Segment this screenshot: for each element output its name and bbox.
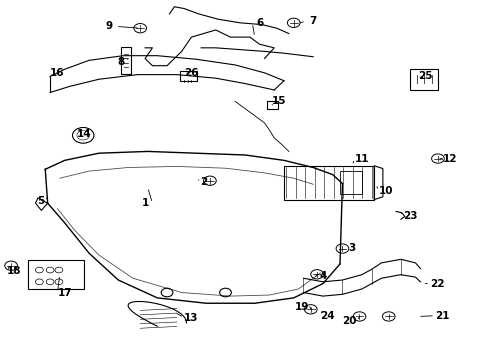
Text: 18: 18: [6, 266, 21, 276]
Text: 23: 23: [403, 211, 418, 221]
Text: 6: 6: [256, 18, 263, 28]
Text: 3: 3: [348, 243, 356, 253]
Text: 17: 17: [57, 288, 72, 297]
Text: 25: 25: [418, 71, 433, 81]
Text: 2: 2: [200, 177, 207, 187]
Text: 16: 16: [50, 68, 65, 78]
Text: 1: 1: [142, 198, 149, 208]
Text: 11: 11: [355, 154, 369, 163]
Text: 14: 14: [77, 129, 92, 139]
Bar: [340, 171, 362, 194]
Text: 26: 26: [184, 68, 198, 78]
Text: 8: 8: [117, 57, 124, 67]
Text: 21: 21: [435, 311, 450, 321]
Text: 13: 13: [184, 312, 198, 323]
Text: 22: 22: [430, 279, 445, 289]
Text: 12: 12: [442, 154, 457, 163]
Text: 20: 20: [343, 316, 357, 326]
Bar: [267, 101, 278, 109]
Bar: [284, 166, 374, 200]
Text: 24: 24: [320, 311, 335, 321]
Text: 15: 15: [272, 96, 286, 107]
Text: 19: 19: [295, 302, 310, 312]
Bar: [28, 260, 84, 289]
Text: 9: 9: [105, 21, 112, 31]
Text: 10: 10: [379, 186, 393, 196]
Text: 7: 7: [310, 16, 317, 26]
Text: 4: 4: [319, 271, 327, 282]
Text: 5: 5: [37, 197, 44, 206]
